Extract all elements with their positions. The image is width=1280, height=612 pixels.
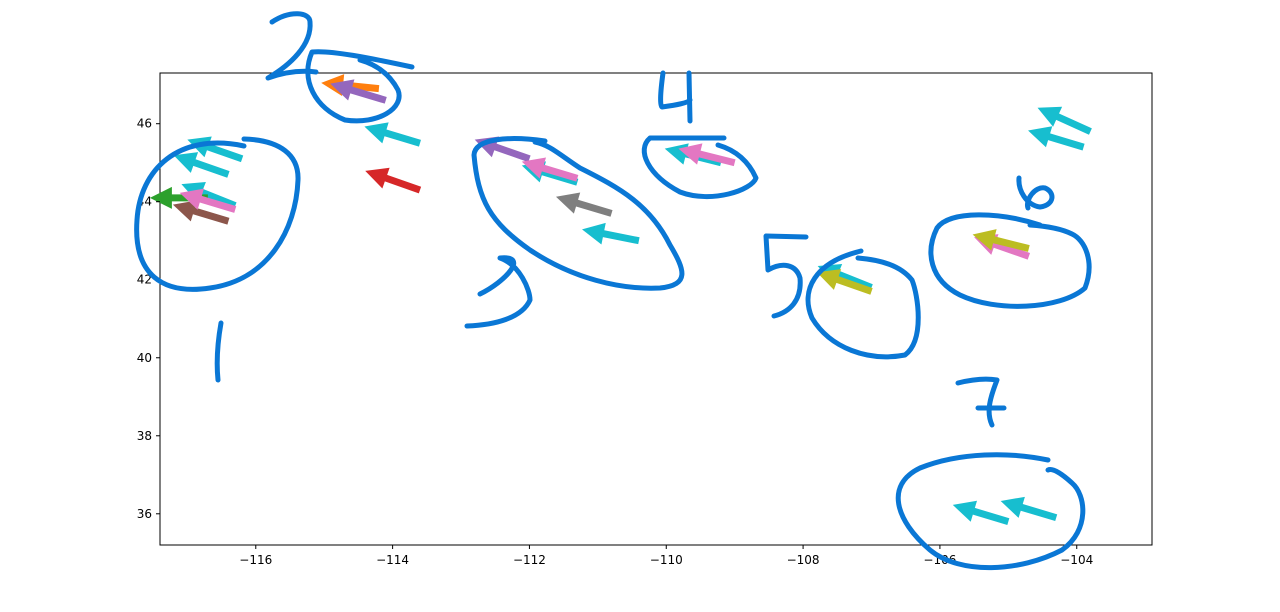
x-axis: −116 −114 −112 −110 −108 −106 −104 xyxy=(239,545,1093,567)
quiver-arrow xyxy=(365,167,422,194)
x-tick-label: −106 xyxy=(923,553,956,567)
y-tick-label: 38 xyxy=(137,429,152,443)
y-tick-label: 36 xyxy=(137,507,152,521)
quiver-arrow xyxy=(521,157,579,182)
cluster-5-circle xyxy=(805,248,921,360)
plot-area xyxy=(159,72,1153,546)
quiver-arrow xyxy=(816,269,873,295)
x-tick-label: −112 xyxy=(513,553,546,567)
quiver-arrow xyxy=(364,122,421,147)
x-tick-label: −110 xyxy=(650,553,683,567)
quiver-arrow xyxy=(179,188,237,213)
number-4 xyxy=(658,70,693,124)
number-6 xyxy=(1016,175,1055,211)
quiver-arrow xyxy=(972,229,1030,252)
number-1 xyxy=(214,320,224,383)
cluster-1-circle xyxy=(134,136,301,292)
number-7 xyxy=(955,376,1007,428)
quiver-arrow xyxy=(173,152,230,178)
handwritten-annotations xyxy=(134,11,1092,571)
quiver-arrow xyxy=(555,192,613,217)
quiver-arrow xyxy=(330,79,387,104)
x-tick-label: −116 xyxy=(239,553,272,567)
number-2 xyxy=(265,11,319,81)
arrow-layer xyxy=(149,74,1092,525)
y-tick-label: 42 xyxy=(137,273,152,287)
x-tick-label: −114 xyxy=(376,553,409,567)
quiver-arrow xyxy=(149,186,208,209)
cluster-2-circle xyxy=(305,49,415,124)
x-tick-label: −104 xyxy=(1060,553,1093,567)
y-tick-label: 46 xyxy=(137,117,152,131)
quiver-arrow xyxy=(172,200,230,225)
quiver-arrow xyxy=(678,143,736,167)
number-5 xyxy=(763,233,809,319)
cluster-3-circle xyxy=(471,136,685,291)
x-tick-label: −108 xyxy=(787,553,820,567)
cluster-7-circle xyxy=(895,452,1086,571)
quiver-arrow xyxy=(582,222,640,245)
cluster-6-circle xyxy=(928,212,1092,309)
number-3 xyxy=(464,255,533,329)
quiver-arrow xyxy=(1000,496,1058,522)
quiver-arrow xyxy=(1028,126,1085,151)
y-tick-label: 40 xyxy=(137,351,152,365)
quiver-arrow xyxy=(1037,106,1092,135)
quiver-arrow xyxy=(952,500,1010,525)
cluster-4-circle xyxy=(641,135,759,200)
